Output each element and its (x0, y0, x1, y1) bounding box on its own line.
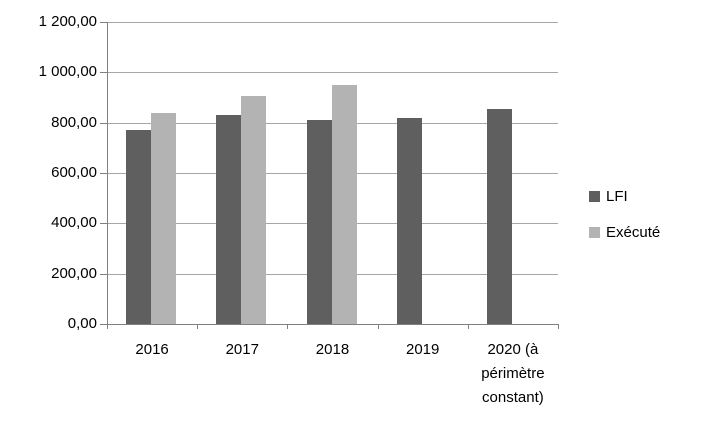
y-axis-tick-label-200: 200,00 (51, 264, 97, 282)
legend-item-lfi: LFI (589, 186, 628, 206)
y-axis-tick-label-0: 0,00 (67, 315, 97, 332)
x-axis-tick-2 (287, 324, 289, 329)
y-axis-tick-400 (100, 223, 107, 225)
y-axis-tick-1000 (100, 72, 107, 74)
x-axis-tick-5 (558, 324, 559, 329)
y-axis-tick-200 (100, 273, 107, 275)
x-axis-label-2016: 2016 (135, 341, 169, 358)
x-axis-line (107, 324, 559, 325)
legend-item-execute: Exécuté (589, 222, 660, 242)
y-axis-tick-800 (100, 122, 107, 124)
y-axis-tick-600 (100, 173, 107, 174)
x-axis-label-2017: 2017 (225, 341, 259, 358)
bar-execute-2016 (151, 112, 177, 324)
x-axis-tick-0 (107, 324, 108, 329)
bar-lfi-2017 (216, 115, 242, 324)
y-axis-tick-0 (100, 324, 107, 325)
x-axis-tick-4 (467, 324, 469, 329)
legend-swatch-lfi (589, 190, 600, 202)
gridline-1200 (107, 22, 558, 23)
bar-lfi-2019 (396, 117, 422, 324)
y-axis-line (107, 22, 108, 324)
bar-lfi-2020 (486, 108, 512, 324)
x-axis-tick-3 (377, 324, 379, 329)
x-axis-tick-1 (197, 324, 199, 329)
x-axis-label-2019: 2019 (406, 341, 440, 358)
x-axis-label-2018: 2018 (315, 341, 350, 358)
y-axis-tick-label-400: 400,00 (51, 214, 97, 232)
legend-label-execute: Exécuté (606, 223, 661, 241)
bar-lfi-2018 (306, 120, 332, 324)
bar-lfi-2016 (126, 130, 152, 324)
legend-swatch-execute (589, 226, 600, 238)
bar-execute-2017 (241, 96, 267, 324)
y-axis-tick-label-1200: 1 200,00 (38, 13, 97, 30)
x-axis-label-2020: 2020 (à périmètre constant) (481, 341, 545, 406)
y-axis-tick-label-800: 800,00 (51, 113, 97, 131)
bar-execute-2018 (331, 84, 357, 324)
y-axis-tick-label-1000: 1 000,00 (38, 63, 97, 81)
y-axis-tick-1200 (100, 22, 107, 23)
y-axis-tick-label-600: 600,00 (51, 164, 97, 181)
legend-label-lfi: LFI (606, 187, 628, 205)
gridline-1000 (107, 72, 558, 74)
